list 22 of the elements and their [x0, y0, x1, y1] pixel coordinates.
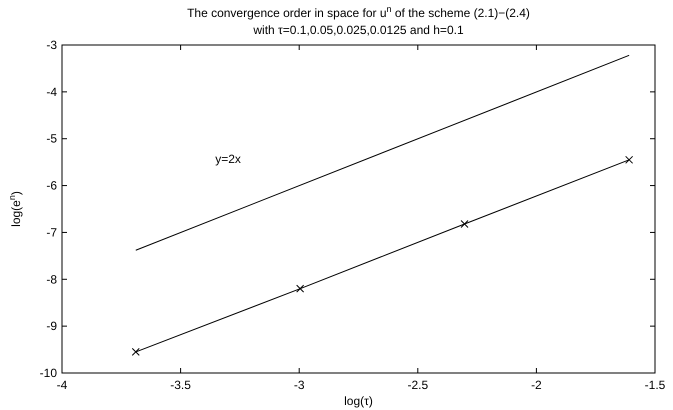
chart-title: The convergence order in space for u$^{n}$ of the scheme (2.1)−(2.4) — [187, 4, 530, 20]
x-tick-label: -3 — [294, 378, 305, 392]
x-tick-label: -2.5 — [407, 378, 428, 392]
x-tick-label: -2 — [531, 378, 542, 392]
point — [296, 284, 304, 293]
point — [132, 348, 140, 356]
y-tick-label: -10 — [40, 366, 58, 380]
annotation: y=2x — [215, 152, 241, 166]
y-tick-label: -5 — [46, 132, 58, 146]
x-tick-label: -3.5 — [170, 378, 192, 392]
y-tick-label: -6 — [46, 178, 58, 193]
y-tick-label: -3 — [46, 38, 58, 52]
y-tick-label: -4 — [46, 84, 58, 99]
x-axis-title: log(τ) — [344, 394, 373, 408]
x-tick-label: -4 — [56, 378, 68, 392]
point — [625, 156, 634, 164]
y-tick-label: -8 — [46, 272, 58, 286]
point — [460, 220, 469, 228]
chart-subtitle: with τ=0.1,0.05,0.025,0.0125 and h=0.1 — [252, 23, 464, 37]
y-tick-label: -7 — [46, 225, 58, 240]
y-tick-label: -9 — [46, 319, 58, 334]
x-tick-label: -1.5 — [644, 378, 666, 392]
